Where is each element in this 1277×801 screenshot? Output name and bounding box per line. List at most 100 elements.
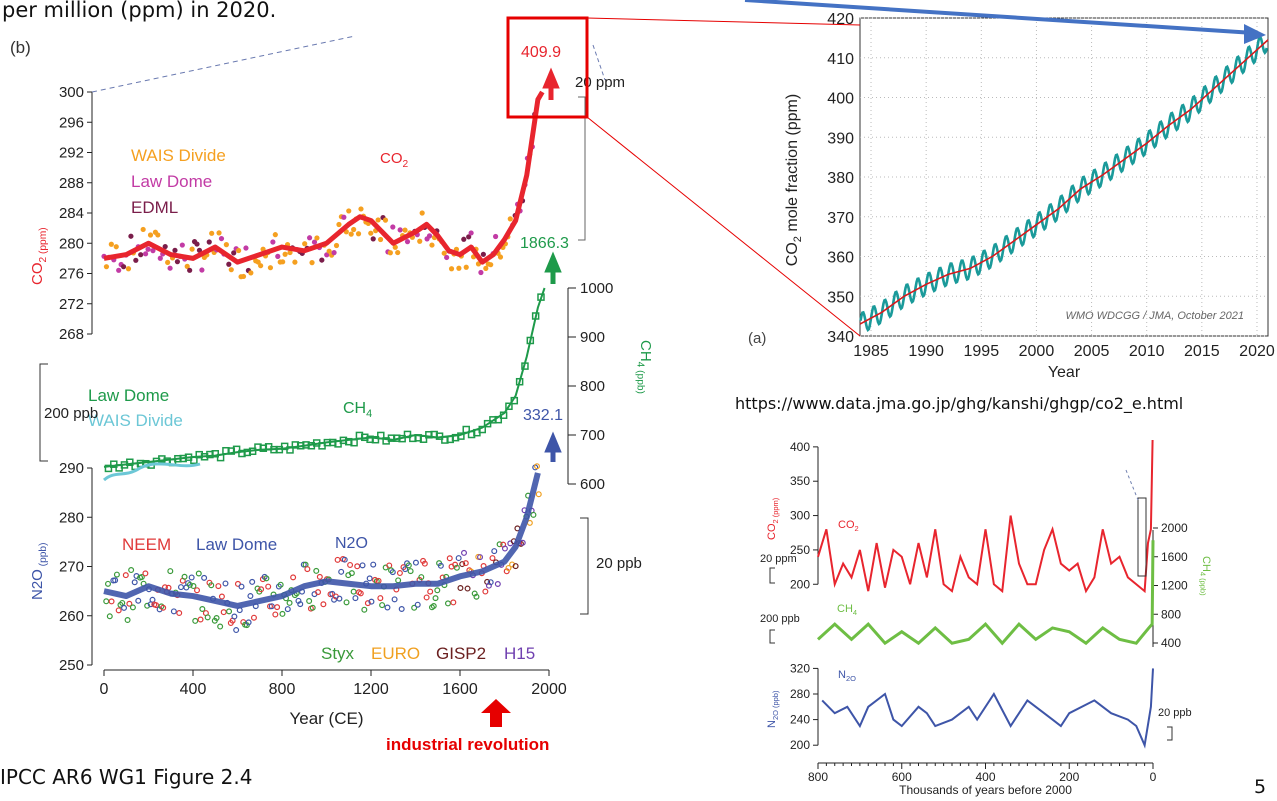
n2o-legend-entry: GISP2 bbox=[436, 644, 486, 663]
n2o-data-point bbox=[121, 604, 128, 611]
x-tick-label: 0 bbox=[1150, 770, 1157, 784]
n2o-data-point bbox=[208, 582, 215, 589]
co2-data-point bbox=[282, 251, 288, 257]
n2o-y-tick-label: 290 bbox=[59, 460, 84, 477]
co2-data-point bbox=[187, 267, 193, 273]
n2o-data-point bbox=[427, 588, 434, 595]
n2o-data-point bbox=[336, 595, 343, 602]
co2-data-point bbox=[218, 235, 225, 242]
co2-data-point bbox=[143, 251, 149, 257]
co2-data-point bbox=[196, 247, 203, 253]
n2o-y-tick-label: 260 bbox=[59, 608, 84, 625]
co2-data-point bbox=[292, 259, 298, 265]
n2o-data-point bbox=[530, 511, 537, 518]
co2-data-point bbox=[324, 252, 330, 258]
recent-zoom-dash bbox=[1125, 469, 1139, 501]
ch4-data-point bbox=[483, 419, 492, 428]
n2o-y-tick-label: 200 bbox=[790, 738, 810, 752]
co2-series-label: CO2 bbox=[838, 519, 859, 533]
n2o-data-point bbox=[279, 610, 286, 617]
co2-y-tick-label: 300 bbox=[790, 509, 810, 523]
n2o-data-point bbox=[461, 549, 468, 556]
co2-scale-bracket bbox=[578, 96, 586, 241]
n2o-data-point bbox=[368, 598, 375, 605]
co2-series-label: CO2 bbox=[380, 150, 409, 170]
co2-y-tick-label: 250 bbox=[790, 543, 810, 557]
co2-data-point bbox=[448, 266, 455, 272]
n2o-data-point bbox=[186, 581, 193, 588]
jma-co2-chart: 340 350 360 370 380 390 400 410 420 1985 1990 1995 2… bbox=[748, 11, 1275, 381]
n2o-2019-value: 332.1 bbox=[523, 407, 563, 424]
n2o-data-point bbox=[494, 580, 501, 587]
n2o-data-point bbox=[512, 563, 519, 570]
n2o-data-point bbox=[462, 560, 469, 567]
co2-data-point bbox=[150, 248, 156, 254]
n2o-data-point bbox=[272, 611, 279, 618]
n2o-data-point bbox=[348, 570, 355, 577]
n2o-data-point bbox=[190, 583, 197, 590]
n2o-data-point bbox=[297, 601, 304, 608]
co2-data-point bbox=[199, 267, 205, 273]
n2o-data-point bbox=[105, 580, 112, 587]
co2-data-point bbox=[138, 252, 144, 258]
co2-data-point bbox=[395, 249, 401, 256]
n2o-data-point bbox=[195, 570, 202, 577]
x-tick-label: 2000 bbox=[531, 681, 567, 698]
x-tick-label: 1985 bbox=[853, 343, 889, 360]
n2o-y-tick-label: 250 bbox=[59, 657, 84, 674]
n2o-data-point bbox=[149, 596, 156, 603]
n2o-data-point bbox=[277, 581, 284, 588]
co2-data-point bbox=[231, 250, 237, 256]
co2-data-point bbox=[165, 259, 171, 266]
co2-data-point bbox=[240, 273, 247, 280]
source-caption: IPCC AR6 WG1 Figure 2.4 bbox=[0, 765, 253, 789]
n2o-data-point bbox=[402, 566, 409, 573]
n2o-scale-bar-label: 20 ppb bbox=[596, 555, 642, 572]
ch4-trend-line bbox=[103, 287, 546, 468]
co2-data-point bbox=[392, 244, 398, 250]
n2o-data-point bbox=[122, 572, 129, 579]
co2-scale-bracket bbox=[769, 567, 775, 584]
n2o-data-point bbox=[138, 573, 145, 580]
co2-data-point bbox=[280, 259, 286, 265]
n2o-data-point bbox=[444, 600, 451, 607]
co2-data-point bbox=[417, 238, 423, 244]
co2-data-point bbox=[483, 265, 489, 272]
ch4-y-tick-label: 2000 bbox=[1161, 521, 1188, 535]
n2o-data-point bbox=[414, 601, 421, 608]
n2o-data-point bbox=[233, 627, 240, 634]
n2o-data-point bbox=[434, 587, 441, 594]
y-tick-label: 420 bbox=[827, 11, 854, 28]
co2-data-point bbox=[497, 254, 504, 260]
n2o-legend-entry: Styx bbox=[321, 644, 355, 663]
y-tick-label: 350 bbox=[827, 289, 854, 306]
n2o-data-point bbox=[398, 605, 405, 612]
co2-data-point bbox=[358, 206, 364, 212]
co2-data-point bbox=[258, 263, 264, 269]
n2o-data-point bbox=[489, 555, 496, 562]
n2o-data-point bbox=[124, 616, 131, 623]
co2-data-point bbox=[236, 247, 242, 254]
ch4-line bbox=[816, 540, 1155, 646]
n2o-data-point bbox=[421, 560, 428, 567]
co2-data-point bbox=[309, 260, 315, 266]
co2-data-point bbox=[468, 230, 474, 236]
x-tick-label: 400 bbox=[180, 681, 207, 698]
n2o-data-point bbox=[222, 580, 229, 587]
n2o-data-point bbox=[250, 614, 257, 621]
ch4-y-tick-label: 1000 bbox=[580, 280, 613, 297]
credit-text: WMO WDCGG / JMA, October 2021 bbox=[1066, 310, 1244, 322]
ch4-legend-entry: Law Dome bbox=[88, 386, 169, 405]
n2o-data-point bbox=[350, 588, 357, 595]
n2o-legend-entry: H15 bbox=[504, 644, 535, 663]
co2-scale-bar-label: 20 ppm bbox=[760, 553, 797, 565]
co2-data-point bbox=[314, 235, 320, 241]
co2-data-point bbox=[108, 241, 114, 247]
ch4-series-label: CH4 bbox=[343, 400, 372, 420]
n2o-data-point bbox=[391, 596, 398, 603]
n2o-legend-entry: EURO bbox=[371, 644, 420, 663]
x-tick-label: 2000 bbox=[1019, 343, 1055, 360]
n2o-data-point bbox=[238, 583, 245, 590]
co2-data-point bbox=[390, 224, 396, 230]
co2-data-point bbox=[444, 254, 450, 261]
